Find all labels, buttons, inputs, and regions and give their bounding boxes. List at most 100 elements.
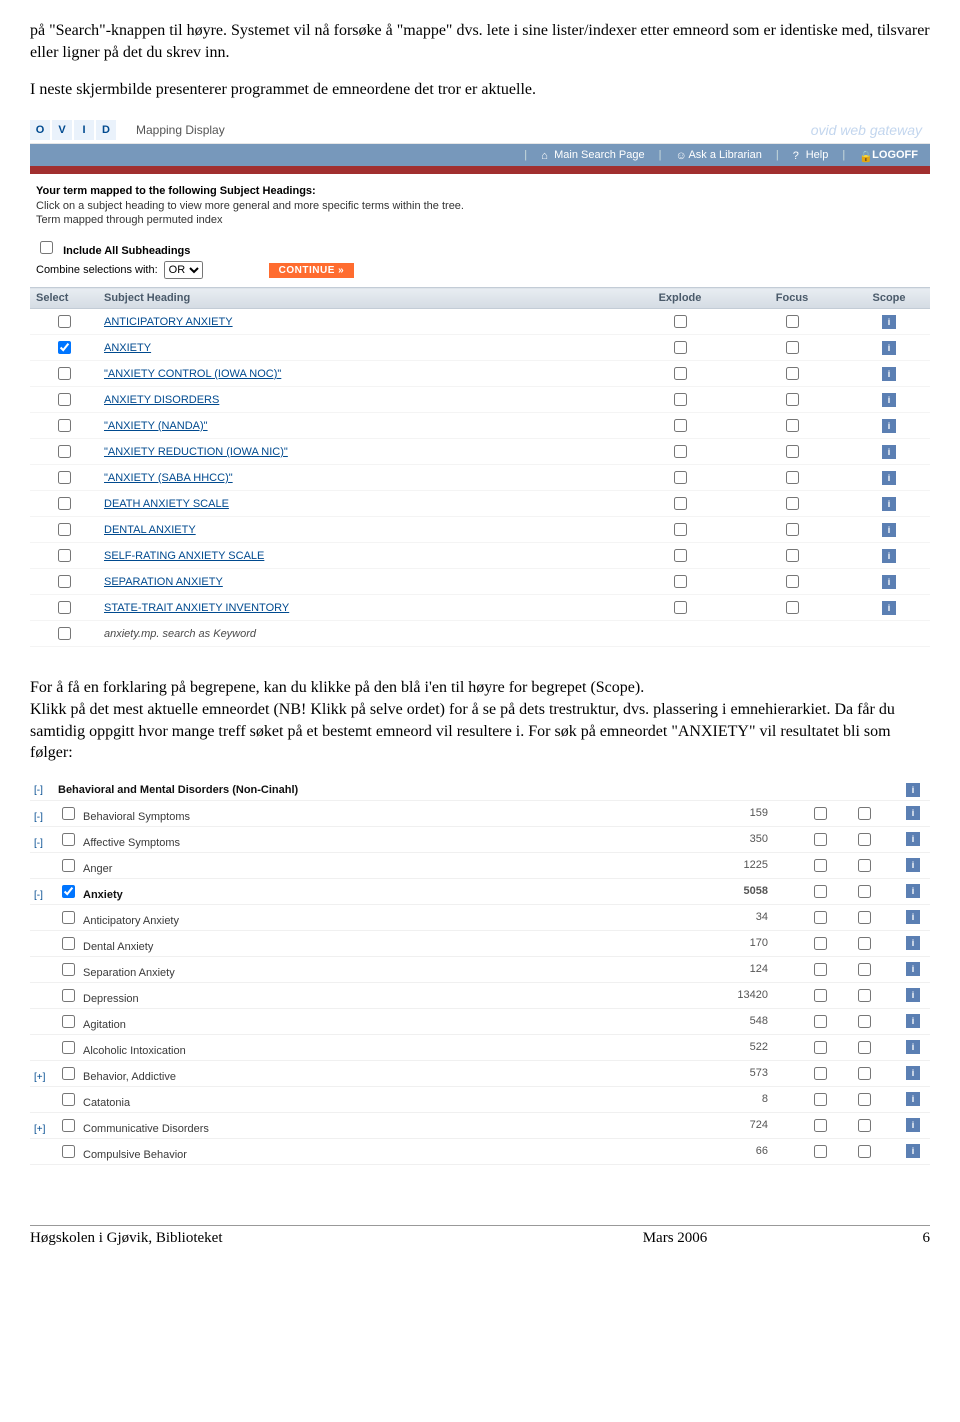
explode-checkbox[interactable] — [674, 419, 687, 432]
tree-checkbox[interactable] — [62, 937, 75, 950]
tree-focus-checkbox[interactable] — [858, 807, 871, 820]
explode-checkbox[interactable] — [674, 445, 687, 458]
info-icon[interactable]: i — [906, 832, 920, 846]
tree-focus-checkbox[interactable] — [858, 1015, 871, 1028]
tree-item-link[interactable]: Anger — [83, 863, 112, 875]
info-icon[interactable]: i — [906, 1092, 920, 1106]
focus-checkbox[interactable] — [786, 601, 799, 614]
subject-heading-link[interactable]: SEPARATION ANXIETY — [104, 576, 223, 588]
select-checkbox[interactable] — [58, 497, 71, 510]
select-checkbox[interactable] — [58, 523, 71, 536]
select-checkbox[interactable] — [58, 393, 71, 406]
include-all-checkbox[interactable] — [40, 241, 53, 254]
tree-explode-checkbox[interactable] — [814, 1041, 827, 1054]
subject-heading-link[interactable]: ANXIETY DISORDERS — [104, 394, 219, 406]
explode-checkbox[interactable] — [674, 315, 687, 328]
explode-checkbox[interactable] — [674, 497, 687, 510]
focus-checkbox[interactable] — [786, 393, 799, 406]
info-icon[interactable]: i — [906, 1144, 920, 1158]
tree-focus-checkbox[interactable] — [858, 963, 871, 976]
explode-checkbox[interactable] — [674, 341, 687, 354]
tree-explode-checkbox[interactable] — [814, 833, 827, 846]
info-icon[interactable]: i — [882, 497, 896, 511]
info-icon[interactable]: i — [882, 575, 896, 589]
ask-librarian-link[interactable]: ☺Ask a Librarian — [675, 149, 761, 161]
info-icon[interactable]: i — [882, 341, 896, 355]
tree-explode-checkbox[interactable] — [814, 937, 827, 950]
tree-explode-checkbox[interactable] — [814, 1145, 827, 1158]
tree-checkbox[interactable] — [62, 859, 75, 872]
focus-checkbox[interactable] — [786, 523, 799, 536]
focus-checkbox[interactable] — [786, 445, 799, 458]
tree-item-link[interactable]: Affective Symptoms — [83, 837, 180, 849]
info-icon[interactable]: i — [882, 393, 896, 407]
combine-select[interactable]: OR — [164, 261, 203, 279]
select-checkbox[interactable] — [58, 367, 71, 380]
focus-checkbox[interactable] — [786, 471, 799, 484]
explode-checkbox[interactable] — [674, 393, 687, 406]
tree-explode-checkbox[interactable] — [814, 911, 827, 924]
explode-checkbox[interactable] — [674, 367, 687, 380]
tree-checkbox[interactable] — [62, 911, 75, 924]
subject-heading-link[interactable]: DENTAL ANXIETY — [104, 524, 196, 536]
info-icon[interactable]: i — [906, 783, 920, 797]
tree-checkbox[interactable] — [62, 1067, 75, 1080]
tree-item-link[interactable]: Communicative Disorders — [83, 1123, 209, 1135]
tree-explode-checkbox[interactable] — [814, 1093, 827, 1106]
focus-checkbox[interactable] — [786, 315, 799, 328]
tree-focus-checkbox[interactable] — [858, 859, 871, 872]
tree-focus-checkbox[interactable] — [858, 911, 871, 924]
tree-item-link[interactable]: Behavior, Addictive — [83, 1071, 176, 1083]
tree-toggle[interactable]: [-] — [34, 890, 52, 901]
tree-item-link[interactable]: Alcoholic Intoxication — [83, 1045, 186, 1057]
tree-explode-checkbox[interactable] — [814, 1119, 827, 1132]
info-icon[interactable]: i — [906, 858, 920, 872]
tree-checkbox[interactable] — [62, 1041, 75, 1054]
select-checkbox[interactable] — [58, 341, 71, 354]
focus-checkbox[interactable] — [786, 341, 799, 354]
tree-checkbox[interactable] — [62, 1015, 75, 1028]
subject-heading-link[interactable]: STATE-TRAIT ANXIETY INVENTORY — [104, 602, 289, 614]
info-icon[interactable]: i — [906, 988, 920, 1002]
tree-checkbox[interactable] — [62, 963, 75, 976]
info-icon[interactable]: i — [882, 601, 896, 615]
tree-toggle[interactable]: [+] — [34, 1124, 52, 1135]
info-icon[interactable]: i — [906, 1066, 920, 1080]
tree-toggle[interactable]: [-] — [34, 785, 52, 796]
focus-checkbox[interactable] — [786, 367, 799, 380]
select-checkbox[interactable] — [58, 315, 71, 328]
tree-item-link[interactable]: Anxiety — [83, 889, 123, 901]
info-icon[interactable]: i — [882, 419, 896, 433]
explode-checkbox[interactable] — [674, 575, 687, 588]
continue-button[interactable]: CONTINUE » — [269, 263, 355, 278]
subject-heading-link[interactable]: "ANXIETY (SABA HHCC)" — [104, 472, 233, 484]
logoff-link[interactable]: 🔒LOGOFF — [859, 149, 918, 161]
explode-checkbox[interactable] — [674, 549, 687, 562]
info-icon[interactable]: i — [882, 315, 896, 329]
select-checkbox[interactable] — [58, 627, 71, 640]
tree-focus-checkbox[interactable] — [858, 937, 871, 950]
info-icon[interactable]: i — [882, 367, 896, 381]
tree-focus-checkbox[interactable] — [858, 885, 871, 898]
focus-checkbox[interactable] — [786, 497, 799, 510]
tree-item-link[interactable]: Behavioral and Mental Disorders (Non-Cin… — [58, 784, 298, 796]
subject-heading-link[interactable]: "ANXIETY (NANDA)" — [104, 420, 208, 432]
tree-checkbox[interactable] — [62, 885, 75, 898]
info-icon[interactable]: i — [882, 445, 896, 459]
tree-item-link[interactable]: Agitation — [83, 1019, 126, 1031]
tree-focus-checkbox[interactable] — [858, 1067, 871, 1080]
info-icon[interactable]: i — [882, 523, 896, 537]
tree-checkbox[interactable] — [62, 989, 75, 1002]
tree-item-link[interactable]: Compulsive Behavior — [83, 1149, 187, 1161]
tree-focus-checkbox[interactable] — [858, 1119, 871, 1132]
info-icon[interactable]: i — [906, 1014, 920, 1028]
tree-checkbox[interactable] — [62, 1093, 75, 1106]
tree-focus-checkbox[interactable] — [858, 1145, 871, 1158]
tree-item-link[interactable]: Depression — [83, 993, 139, 1005]
info-icon[interactable]: i — [906, 806, 920, 820]
select-checkbox[interactable] — [58, 471, 71, 484]
explode-checkbox[interactable] — [674, 471, 687, 484]
info-icon[interactable]: i — [906, 1118, 920, 1132]
info-icon[interactable]: i — [906, 910, 920, 924]
tree-explode-checkbox[interactable] — [814, 1015, 827, 1028]
